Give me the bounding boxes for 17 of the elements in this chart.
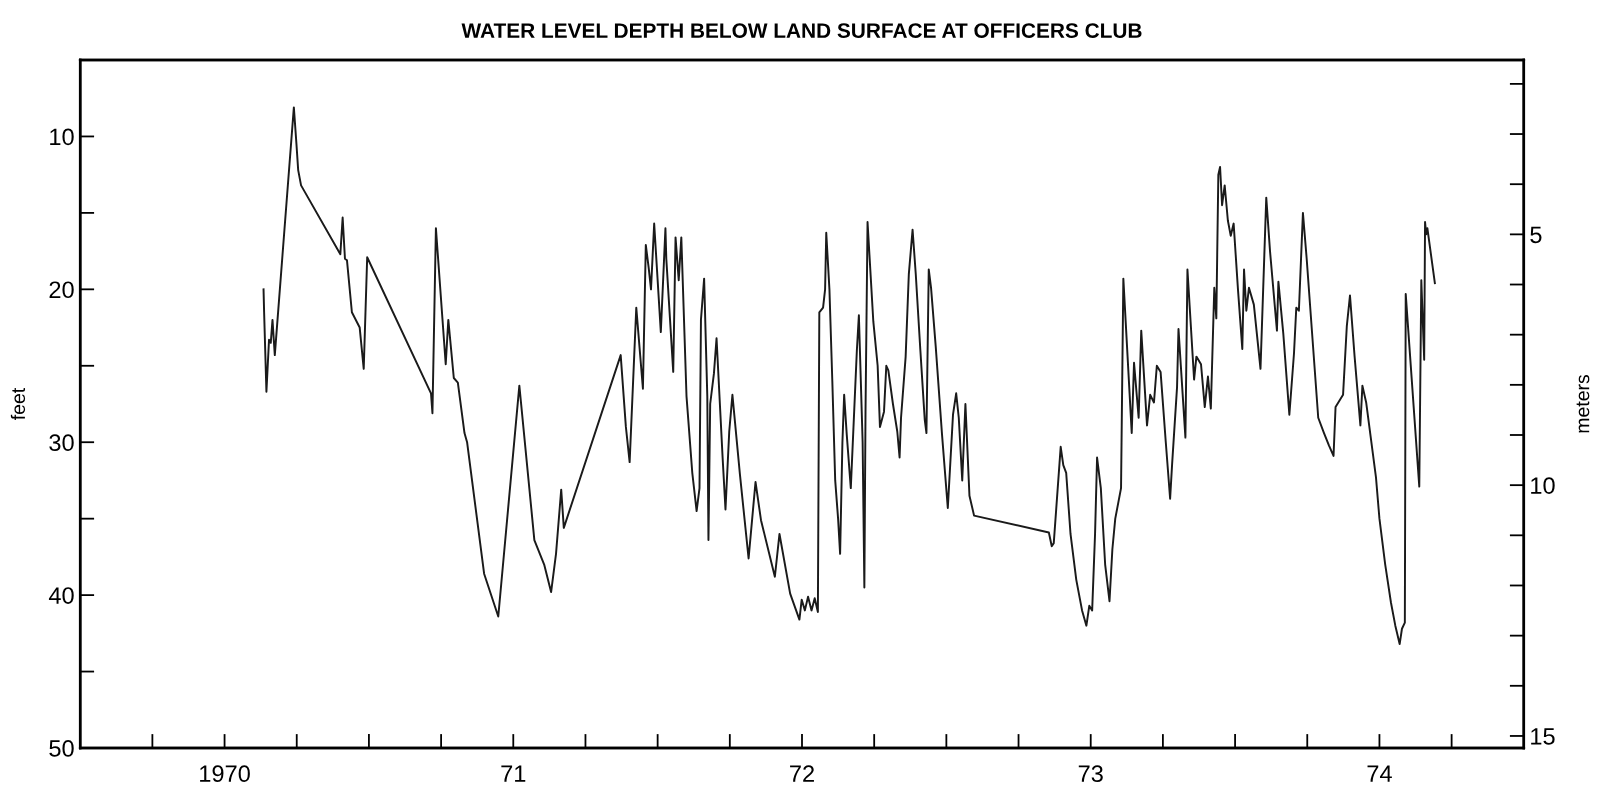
y2-axis-title: meters [1576,374,1590,433]
y2-tick-label: 5 [1530,226,1542,244]
x-tick-label: 72 [790,765,814,782]
y2-tick-label: 15 [1531,728,1555,745]
line-series [262,106,1436,646]
y-tick-label: 10 [50,128,74,146]
y-tick-label: 30 [49,434,74,452]
y-axis-title: feet [10,387,26,420]
y-tick-label: 40 [48,587,74,604]
x-tick-label: 71 [501,765,526,782]
chart-title: WATER LEVEL DEPTH BELOW LAND SURFACE AT OFFICERS CLUB [461,23,1142,38]
y-tick-label: 50 [49,740,74,757]
x-tick-label: 74 [1367,765,1392,782]
y-tick-label: 20 [49,281,74,299]
y2-tick-label: 10 [1531,477,1555,494]
x-tick-label: 73 [1078,765,1103,783]
x-tick-label: 1970 [200,765,250,783]
